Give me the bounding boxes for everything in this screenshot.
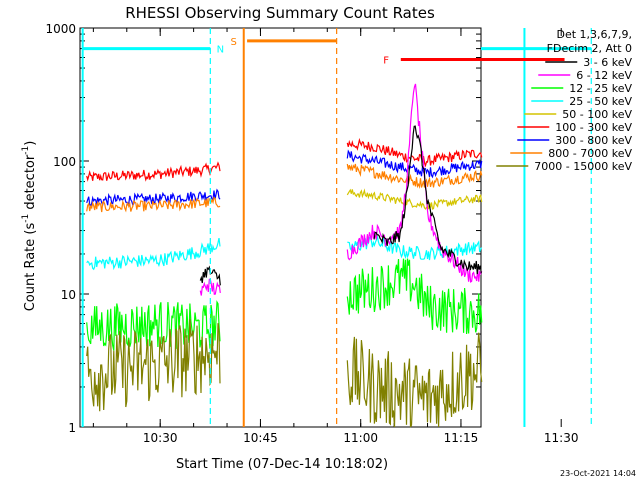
legend-item: 50 - 100 keV <box>562 108 632 121</box>
plot-frame <box>79 27 482 428</box>
x-tick-label: 11:30 <box>544 431 579 445</box>
y-label-main: Count Rate (s <box>23 223 38 312</box>
legend-item: 3 - 6 keV <box>583 56 632 69</box>
legend-header-2: FDecim 2, Att 0 <box>547 42 632 55</box>
series-line-7000-15000-keV <box>86 319 221 412</box>
y-label-sup2: -1 <box>21 146 31 155</box>
y-label-sup1: -1 <box>21 214 31 223</box>
y-label-end: ) <box>23 141 38 146</box>
series-line-6-12-keV <box>346 83 483 283</box>
chart-title: RHESSI Observing Summary Count Rates <box>125 4 435 22</box>
legend-header-1: Det 1,3,6,7,9, <box>556 28 632 41</box>
y-tick-label: 1 <box>68 421 76 435</box>
legend: Det 1,3,6,7,9, FDecim 2, Att 0 3 - 6 keV… <box>496 28 632 173</box>
series-line-50-100-keV <box>346 188 483 210</box>
y-tick-label: 1000 <box>45 22 76 36</box>
x-tick-label: 10:45 <box>243 431 278 445</box>
x-tick-label: 11:00 <box>343 431 378 445</box>
series-line-800-7000-keV <box>86 196 221 213</box>
series-line-100-300-keV <box>86 161 221 182</box>
legend-item: 6 - 12 keV <box>576 69 632 82</box>
svg-text:Count Rate (s-1 detector-1): Count Rate (s-1 detector-1) <box>21 141 38 312</box>
y-tick-label: 10 <box>61 288 76 302</box>
y-axis-title: Count Rate (s-1 detector-1) <box>21 141 38 312</box>
legend-item: 800 - 7000 keV <box>548 147 632 160</box>
series-line-100-300-keV <box>346 137 483 168</box>
y-label-mid: detector <box>23 154 38 214</box>
legend-item: 300 - 800 keV <box>555 134 632 147</box>
series-line-3-6-keV <box>373 125 482 275</box>
x-tick-label: 10:30 <box>143 431 178 445</box>
footer-date: 23-Oct-2021 14:04 <box>560 469 636 478</box>
series-line-300-800-keV <box>346 149 483 179</box>
legend-item: 7000 - 15000 keV <box>534 160 632 173</box>
legend-item: 100 - 300 keV <box>555 121 632 134</box>
plot-area: 10:3010:4511:0011:1511:3011:451101001000… <box>45 22 592 445</box>
series-line-25-50-keV <box>86 237 221 271</box>
x-tick-label: 11:15 <box>444 431 479 445</box>
flag-label: F <box>383 55 389 66</box>
series-line-7000-15000-keV <box>346 332 483 428</box>
series-line-300-800-keV <box>86 188 221 208</box>
series-line-800-7000-keV <box>346 163 483 190</box>
legend-item: 12 - 25 keV <box>569 82 632 95</box>
series-line-12-25-keV <box>346 258 483 335</box>
x-axis-title: Start Time (07-Dec-14 10:18:02) <box>176 457 388 472</box>
flag-label: N <box>217 45 224 56</box>
legend-item: 25 - 50 keV <box>569 95 632 108</box>
series-line-12-25-keV <box>86 300 221 351</box>
y-tick-label: 100 <box>53 155 76 169</box>
flag-label: S <box>231 37 237 48</box>
series-line-25-50-keV <box>347 235 483 261</box>
